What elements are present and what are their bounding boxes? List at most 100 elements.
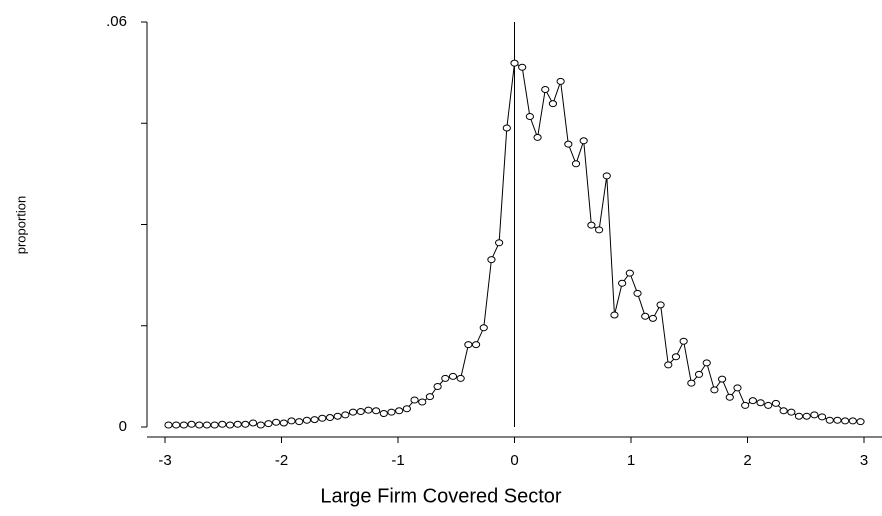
data-point (495, 239, 504, 247)
data-point (502, 124, 511, 132)
data-point (525, 113, 534, 120)
data-point (195, 421, 204, 429)
data-point (541, 86, 550, 93)
data-point (187, 420, 196, 428)
data-point (325, 414, 335, 422)
data-point (202, 421, 212, 429)
data-point (625, 269, 634, 277)
data-point (687, 379, 696, 387)
data-point (287, 417, 296, 425)
data-point (225, 421, 235, 429)
x-tick-label: 0 (510, 452, 518, 469)
data-point (264, 420, 273, 428)
data-point (564, 140, 573, 148)
data-point (464, 341, 473, 349)
data-point (533, 133, 542, 141)
data-point (856, 418, 865, 426)
data-point (641, 312, 650, 320)
y-tick-label: 0 (119, 418, 127, 435)
data-point (718, 375, 727, 383)
x-tick-label: 2 (743, 452, 751, 469)
data-point (756, 399, 765, 407)
data-point (333, 412, 342, 420)
data-point (164, 421, 173, 429)
data-point (272, 418, 281, 426)
data-point (433, 383, 442, 390)
y-axis-title: proportion (13, 196, 28, 255)
x-axis-title: Large Firm Covered Sector (320, 485, 562, 507)
data-point (771, 399, 781, 407)
data-point (471, 341, 481, 349)
data-point (441, 374, 450, 382)
data-point (694, 370, 704, 378)
data-point (794, 412, 804, 420)
data-point (218, 420, 227, 428)
data-point (817, 413, 827, 421)
data-point (656, 301, 665, 309)
data-point (556, 77, 565, 85)
data-point (448, 372, 458, 380)
data-point (741, 401, 750, 409)
data-point (402, 405, 411, 413)
data-point (348, 408, 358, 416)
data-point (671, 353, 681, 361)
data-point (679, 337, 688, 345)
data-point (295, 418, 304, 426)
data-point (425, 393, 435, 401)
data-point (833, 416, 842, 424)
data-point (510, 59, 519, 67)
data-point (802, 412, 811, 420)
data-point (379, 410, 388, 417)
data-point (702, 359, 711, 367)
data-point (602, 172, 611, 180)
data-point (733, 384, 742, 392)
x-tick-label: -3 (158, 452, 171, 469)
data-point (233, 420, 242, 428)
data-point (371, 407, 381, 415)
data-point (487, 256, 496, 264)
data-point (248, 419, 258, 427)
y-tick-label: .06 (106, 13, 127, 30)
data-point (548, 100, 558, 108)
x-tick-label: -2 (275, 452, 288, 469)
data-point (841, 417, 850, 425)
x-tick-label: 1 (627, 452, 635, 469)
x-tick-label: -1 (391, 452, 404, 469)
data-point (310, 416, 319, 424)
data-point (587, 221, 596, 229)
data-point (518, 63, 527, 71)
data-point (571, 160, 581, 168)
data-point (787, 408, 796, 416)
data-point (318, 414, 327, 422)
data-point (618, 279, 627, 287)
data-point (279, 419, 288, 427)
data-point (664, 361, 673, 369)
data-point (410, 396, 419, 404)
data-point (172, 421, 181, 429)
data-point (764, 401, 773, 409)
data-point (302, 416, 311, 424)
data-point (748, 397, 757, 405)
data-point (594, 226, 604, 234)
data-point (610, 311, 619, 319)
data-point (825, 416, 834, 424)
data-point (710, 386, 719, 394)
data-point (810, 411, 819, 419)
data-point (356, 407, 365, 415)
data-point (241, 420, 250, 428)
data-point (648, 314, 658, 322)
data-point (418, 398, 427, 406)
data-point (179, 421, 188, 429)
data-point (210, 421, 219, 429)
data-point (848, 417, 857, 425)
data-point (725, 393, 734, 401)
data-point (387, 408, 396, 416)
x-tick-label: 3 (860, 452, 868, 469)
data-point (341, 411, 350, 419)
data-point (364, 406, 373, 414)
data-point (256, 421, 265, 429)
data-point (479, 324, 488, 332)
data-point (633, 289, 642, 297)
data-point (456, 374, 465, 382)
